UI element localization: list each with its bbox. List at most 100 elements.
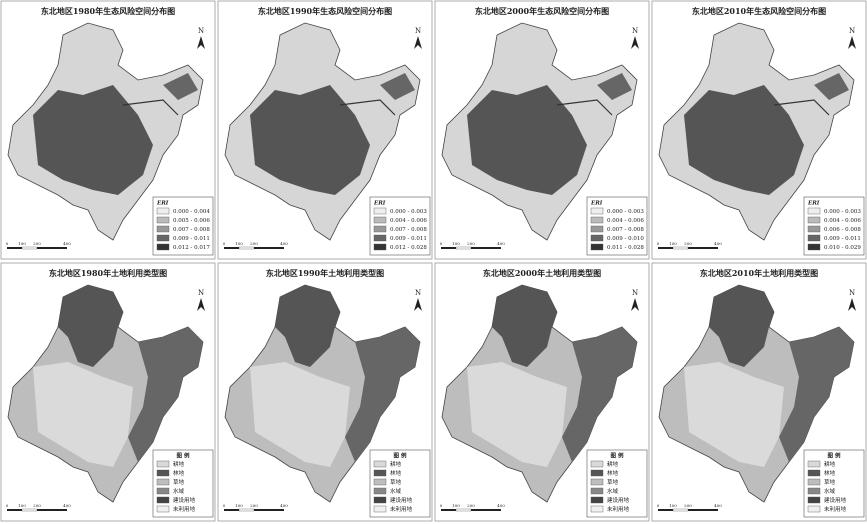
north-label: N bbox=[198, 27, 204, 35]
scale-label: 100 bbox=[669, 241, 677, 246]
legend-swatch bbox=[591, 470, 603, 476]
legend-label: 0.010 - 0.029 bbox=[824, 245, 861, 251]
legend-swatch bbox=[157, 244, 169, 250]
legend-swatch bbox=[591, 208, 603, 214]
legend-label: 耕地 bbox=[607, 460, 619, 468]
legend-label: 耕地 bbox=[824, 460, 836, 468]
legend-swatch bbox=[591, 244, 603, 250]
legend-label: 0.006 - 0.008 bbox=[824, 227, 861, 233]
legend-label: 水域 bbox=[607, 487, 619, 495]
legend-swatch bbox=[591, 497, 603, 503]
legend-label: 水域 bbox=[824, 487, 836, 495]
legend-swatch bbox=[808, 470, 820, 476]
legend-swatch bbox=[808, 217, 820, 223]
legend-swatch bbox=[374, 217, 386, 223]
legend-swatch bbox=[591, 461, 603, 467]
legend-label: 草地 bbox=[607, 478, 619, 486]
legend-title: ERI bbox=[373, 201, 386, 207]
legend-label: 建设用地 bbox=[607, 496, 630, 504]
legend-label: 林地 bbox=[824, 469, 836, 477]
legend-swatch bbox=[591, 235, 603, 241]
map-title: 东北地区1980年土地利用类型图 bbox=[49, 268, 167, 278]
north-label: N bbox=[198, 289, 204, 297]
legend-title: 图 例 bbox=[177, 452, 190, 460]
legend-title: ERI bbox=[807, 201, 820, 207]
scale-label: 400 bbox=[280, 503, 288, 508]
legend-swatch bbox=[808, 479, 820, 485]
legend-swatch bbox=[157, 208, 169, 214]
scale-label: 400 bbox=[63, 503, 71, 508]
legend-label: 0.007 - 0.008 bbox=[173, 227, 210, 233]
legend-swatch bbox=[157, 506, 169, 512]
legend-swatch bbox=[374, 506, 386, 512]
legend-swatch bbox=[808, 244, 820, 250]
map-title: 东北地区1990年土地利用类型图 bbox=[266, 268, 384, 278]
legend-label: 建设用地 bbox=[173, 496, 196, 504]
legend-swatch bbox=[157, 497, 169, 503]
legend-swatch bbox=[808, 506, 820, 512]
north-label: N bbox=[415, 27, 421, 35]
legend-label: 建设用地 bbox=[390, 496, 413, 504]
legend-label: 水域 bbox=[390, 487, 402, 495]
legend-swatch bbox=[374, 488, 386, 494]
legend-label: 林地 bbox=[390, 469, 402, 477]
north-label: N bbox=[632, 27, 638, 35]
legend-label: 0.004 - 0.006 bbox=[607, 218, 644, 224]
scale-bar-seg bbox=[239, 509, 254, 511]
scale-label: 200 bbox=[684, 503, 692, 508]
scale-label: 400 bbox=[497, 503, 505, 508]
scale-label: 0 bbox=[223, 241, 226, 246]
legend-title: ERI bbox=[590, 201, 603, 207]
legend-swatch bbox=[157, 488, 169, 494]
legend-label: 林地 bbox=[173, 469, 185, 477]
scale-bar-seg bbox=[673, 247, 688, 249]
legend-swatch bbox=[374, 497, 386, 503]
legend-label: 0.012 - 0.028 bbox=[390, 245, 427, 251]
map-title: 东北地区2010年生态风险空间分布图 bbox=[692, 6, 826, 16]
legend-swatch bbox=[157, 235, 169, 241]
scale-bar-seg bbox=[456, 509, 471, 511]
legend-swatch bbox=[374, 470, 386, 476]
legend-label: 0.000 - 0.003 bbox=[390, 209, 427, 215]
scale-label: 100 bbox=[18, 503, 26, 508]
legend-swatch bbox=[808, 226, 820, 232]
scale-label: 0 bbox=[657, 241, 660, 246]
legend-swatch bbox=[157, 470, 169, 476]
scale-label: 100 bbox=[452, 241, 460, 246]
north-label: N bbox=[849, 27, 855, 35]
legend-swatch bbox=[808, 208, 820, 214]
scale-bar-seg bbox=[673, 509, 688, 511]
scale-label: 400 bbox=[63, 241, 71, 246]
scale-label: 0 bbox=[657, 503, 660, 508]
scale-label: 100 bbox=[452, 503, 460, 508]
legend-label: 0.009 - 0.011 bbox=[824, 236, 861, 242]
scale-label: 0 bbox=[6, 241, 9, 246]
legend-title: 图 例 bbox=[828, 452, 841, 460]
legend-label: 耕地 bbox=[390, 460, 402, 468]
scale-label: 200 bbox=[467, 241, 475, 246]
legend-swatch bbox=[374, 244, 386, 250]
legend-label: 草地 bbox=[824, 478, 836, 486]
scale-label: 400 bbox=[714, 503, 722, 508]
legend-swatch bbox=[157, 217, 169, 223]
scale-label: 200 bbox=[33, 503, 41, 508]
north-label: N bbox=[849, 289, 855, 297]
legend-label: 未利用地 bbox=[173, 505, 196, 513]
legend-swatch bbox=[808, 461, 820, 467]
scale-label: 0 bbox=[223, 503, 226, 508]
legend-swatch bbox=[591, 226, 603, 232]
legend-swatch bbox=[374, 235, 386, 241]
legend-label: 耕地 bbox=[173, 460, 185, 468]
map-title: 东北地区2000年生态风险空间分布图 bbox=[475, 6, 609, 16]
scale-label: 200 bbox=[33, 241, 41, 246]
legend-label: 未利用地 bbox=[607, 505, 630, 513]
scale-bar-seg bbox=[22, 247, 37, 249]
legend-swatch bbox=[808, 488, 820, 494]
scale-bar-seg bbox=[456, 247, 471, 249]
north-label: N bbox=[632, 289, 638, 297]
legend-swatch bbox=[374, 226, 386, 232]
legend-swatch bbox=[157, 461, 169, 467]
